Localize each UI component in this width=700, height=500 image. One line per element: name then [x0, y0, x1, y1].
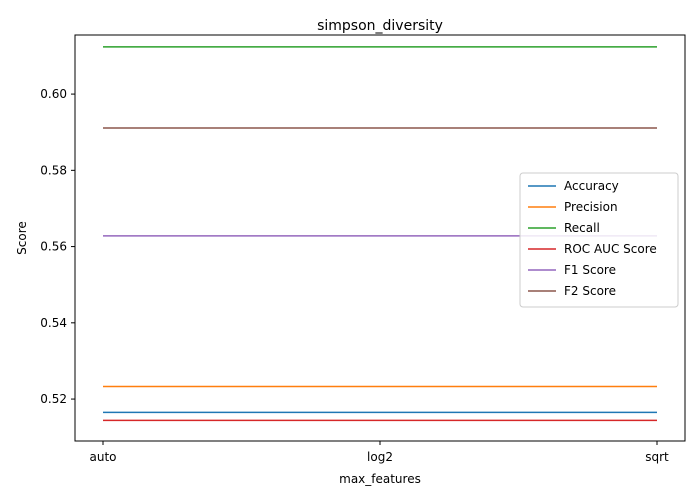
legend-box	[519, 172, 679, 308]
x-axis: auto log2 sqrt	[89, 441, 669, 464]
y-tick-label: 0.52	[40, 392, 67, 406]
legend-label-precision: Precision	[564, 200, 618, 214]
chart-title: simpson_diversity	[317, 18, 443, 34]
y-tick-label: 0.58	[40, 163, 67, 177]
series-layer	[103, 46, 657, 422]
y-tick-label: 0.60	[40, 87, 67, 101]
y-tick-label: 0.56	[40, 240, 67, 254]
y-tick-label: 0.54	[40, 316, 67, 330]
legend-label-f1-score: F1 Score	[564, 263, 616, 277]
x-tick-label: log2	[367, 450, 393, 464]
y-axis-label: Score	[15, 221, 29, 255]
x-tick-label: sqrt	[645, 450, 669, 464]
legend-label-recall: Recall	[564, 221, 600, 235]
legend: Accuracy Precision Recall ROC AUC Score F1 S…	[519, 172, 679, 308]
x-axis-label: max_features	[339, 472, 421, 486]
y-axis: 0.52 0.54 0.56 0.58 0.60	[40, 87, 75, 406]
legend-label-f2-score: F2 Score	[564, 284, 616, 298]
x-tick-label: auto	[89, 450, 116, 464]
legend-label-roc-auc-score: ROC AUC Score	[564, 242, 657, 256]
legend-label-accuracy: Accuracy	[564, 179, 619, 193]
